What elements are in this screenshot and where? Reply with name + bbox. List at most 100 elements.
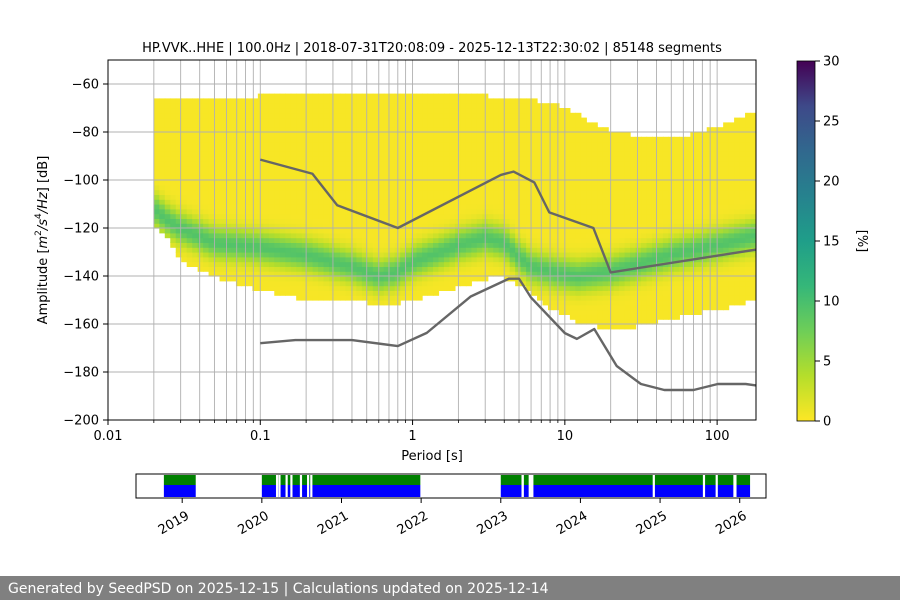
density-cell <box>274 223 281 229</box>
density-cell <box>175 223 182 229</box>
density-cell <box>301 213 308 219</box>
density-cell <box>274 242 281 248</box>
density-cell <box>235 232 243 239</box>
density-cell <box>329 252 336 258</box>
density-cell <box>591 194 598 200</box>
density-cell <box>181 218 188 224</box>
density-cell <box>449 223 456 229</box>
density-cell <box>569 156 576 162</box>
density-cell <box>679 276 686 282</box>
density-cell <box>416 156 423 162</box>
density-cell <box>329 213 336 219</box>
density-cell <box>318 108 325 114</box>
density-cell <box>214 189 221 195</box>
density-cell <box>498 141 505 147</box>
density-cell <box>361 108 368 114</box>
density-cell <box>591 208 598 215</box>
year-tick-label: 2021 <box>315 509 351 539</box>
density-cell <box>438 189 445 195</box>
density-cell <box>263 151 270 157</box>
density-cell <box>750 112 756 119</box>
density-cell <box>509 175 516 181</box>
density-cell <box>246 180 253 186</box>
density-cell <box>701 184 708 191</box>
density-cell <box>372 98 379 104</box>
density-cell <box>197 199 204 205</box>
density-cell <box>427 112 434 119</box>
density-cell <box>657 175 664 181</box>
density-cell <box>438 146 445 152</box>
density-cell <box>597 194 604 200</box>
density-cell <box>296 93 303 99</box>
density-cell <box>712 218 719 224</box>
density-cell <box>465 175 472 181</box>
density-cell <box>493 266 500 272</box>
density-cell <box>383 276 390 282</box>
density-cell <box>372 261 379 267</box>
density-cell <box>734 189 741 195</box>
density-cell <box>504 122 511 128</box>
density-cell <box>186 122 193 128</box>
y-tick-label: −200 <box>63 414 99 429</box>
density-cell <box>701 252 708 258</box>
density-cell <box>219 232 226 239</box>
density-cell <box>575 304 582 311</box>
density-cell <box>641 290 648 296</box>
density-cell <box>520 160 527 167</box>
density-cell <box>279 223 286 229</box>
density-cell <box>717 223 724 229</box>
density-cell <box>728 175 735 181</box>
density-cell <box>608 280 615 287</box>
density-cell <box>159 194 166 200</box>
density-cell <box>515 247 522 253</box>
density-cell <box>580 237 587 243</box>
density-cell <box>624 141 631 147</box>
density-cell <box>225 132 232 138</box>
density-cell <box>630 218 637 224</box>
density-cell <box>389 132 396 138</box>
density-cell <box>307 232 314 239</box>
density-cell <box>225 156 232 162</box>
density-cell <box>635 228 642 234</box>
density-cell <box>356 290 363 296</box>
density-cell <box>624 194 631 200</box>
density-cell <box>558 276 565 282</box>
density-cell <box>230 256 237 263</box>
density-cell <box>465 194 472 200</box>
density-cell <box>405 194 412 200</box>
density-cell <box>597 276 604 282</box>
density-cell <box>356 194 363 200</box>
density-cell <box>350 103 357 109</box>
density-cell <box>504 180 511 186</box>
density-cell <box>197 156 204 162</box>
density-cell <box>235 247 243 253</box>
density-cell <box>750 189 756 195</box>
density-cell <box>750 261 756 267</box>
density-cell <box>564 146 571 152</box>
density-cell <box>307 112 314 119</box>
density-cell <box>520 136 527 143</box>
density-cell <box>235 117 243 123</box>
density-cell <box>602 300 609 306</box>
density-cell <box>307 189 314 195</box>
y-axis-label-sup2: 2 <box>34 230 44 236</box>
density-cell <box>520 266 527 272</box>
density-cell <box>219 170 226 176</box>
density-cell <box>619 160 626 167</box>
density-cell <box>553 218 560 224</box>
density-cell <box>323 156 330 162</box>
density-cell <box>356 189 363 195</box>
density-cell <box>400 170 407 176</box>
density-cell <box>542 223 549 229</box>
density-cell <box>230 146 237 152</box>
density-cell <box>662 271 670 277</box>
density-cell <box>449 280 456 287</box>
density-cell <box>498 232 505 239</box>
density-cell <box>257 122 264 128</box>
density-cell <box>208 117 215 123</box>
density-cell <box>422 271 429 277</box>
density-cell <box>383 290 390 296</box>
density-cell <box>252 184 259 191</box>
density-cell <box>241 136 248 143</box>
density-cell <box>734 136 741 143</box>
